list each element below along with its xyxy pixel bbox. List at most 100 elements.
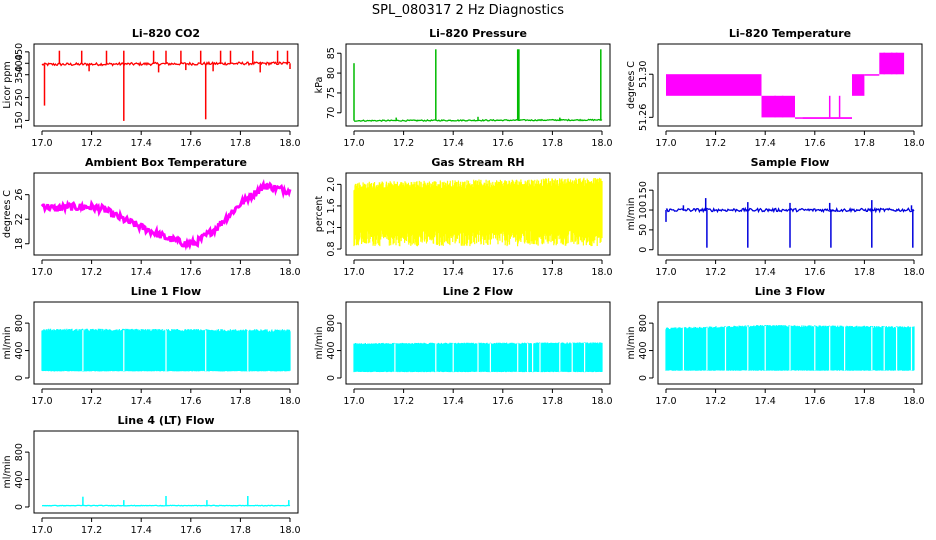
x-tick-label: 17.6 — [804, 396, 825, 407]
y-tick-label: 350 — [14, 66, 25, 84]
x-tick-label: 17.2 — [81, 267, 102, 278]
band-mark — [864, 74, 880, 76]
panel-title: Line 1 Flow — [131, 285, 201, 298]
y-tick-label: 450 — [14, 43, 25, 61]
x-tick-label: 17.6 — [492, 138, 513, 149]
y-axis-label: ml/min — [2, 455, 13, 488]
x-tick-label: 17.4 — [443, 396, 464, 407]
y-tick-label: 800 — [14, 314, 25, 332]
x-tick-label: 17.8 — [542, 396, 563, 407]
y-axis-label: ml/min — [314, 326, 325, 359]
y-axis-label: degrees C — [626, 61, 637, 109]
plot-frame — [345, 301, 611, 385]
x-tick-label: 17.6 — [180, 267, 201, 278]
x-axis: 17.0 17.2 17.4 17.6 17.8 18.0 — [31, 130, 301, 149]
y-tick-label: 22 — [14, 213, 25, 225]
x-tick-label: 17.8 — [854, 396, 875, 407]
x-tick-label: 17.8 — [230, 267, 251, 278]
x-tick-label: 17.4 — [131, 396, 152, 407]
panel-title: Line 3 Flow — [755, 285, 825, 298]
y-tick-label: 0 — [326, 375, 337, 381]
panel-title: Li–820 CO2 — [132, 27, 200, 40]
series-fill — [41, 328, 291, 372]
x-tick-label: 18.0 — [279, 267, 300, 278]
x-axis: 17.0 17.2 17.4 17.6 17.8 18.0 — [31, 388, 301, 407]
series-fill — [665, 325, 915, 371]
x-tick-label: 17.4 — [443, 267, 464, 278]
panel-title: Sample Flow — [751, 156, 830, 169]
x-tick-label: 17.0 — [343, 396, 364, 407]
y-tick-label: 0 — [638, 375, 649, 381]
plot-frame — [657, 301, 923, 385]
figure-title: SPL_080317 2 Hz Diagnostics — [372, 3, 564, 18]
data-series — [41, 496, 291, 507]
x-axis: 17.0 17.2 17.4 17.6 17.8 18.0 — [31, 517, 301, 536]
x-tick-label: 17.0 — [655, 267, 676, 278]
band-mark — [852, 74, 865, 96]
x-axis: 17.0 17.2 17.4 17.6 17.8 18.0 — [655, 259, 925, 278]
x-tick-label: 17.2 — [393, 138, 414, 149]
plot-frame — [345, 43, 611, 127]
data-series — [353, 49, 603, 123]
x-axis: 17.0 17.2 17.4 17.6 17.8 18.0 — [655, 130, 925, 149]
y-tick-label: 0 — [14, 504, 25, 510]
y-tick-label: 18 — [14, 238, 25, 250]
x-tick-label: 17.8 — [230, 138, 251, 149]
data-series — [353, 342, 603, 373]
panel-title: Line 2 Flow — [443, 285, 513, 298]
y-tick-label: 75 — [326, 87, 337, 99]
x-tick-label: 17.6 — [804, 138, 825, 149]
y-tick-label: 51.26 — [638, 104, 649, 131]
y-tick-label: 0.8 — [326, 241, 337, 256]
x-tick-label: 18.0 — [903, 396, 924, 407]
panel-title: Li–820 Temperature — [729, 27, 851, 40]
panel-title: Ambient Box Temperature — [85, 156, 247, 169]
panel-1: Li–820 CO2 17.0 17.2 17.4 17.6 17.8 18.0 150 250… — [2, 27, 301, 149]
x-tick-label: 17.8 — [542, 138, 563, 149]
x-tick-label: 17.2 — [705, 138, 726, 149]
y-axis: 51.26 51.30 — [638, 61, 654, 131]
y-axis: 70 75 80 85 — [326, 47, 342, 119]
x-tick-label: 17.2 — [393, 267, 414, 278]
x-tick-label: 17.0 — [31, 267, 52, 278]
panel-9: Line 3 Flow 17.0 17.2 17.4 17.6 17.8 18.0 0 400 8… — [626, 285, 925, 407]
x-tick-label: 17.2 — [705, 267, 726, 278]
panel-7: Line 1 Flow 17.0 17.2 17.4 17.6 17.8 18.0 0 400 8… — [2, 285, 301, 407]
plot-frame — [345, 172, 611, 256]
y-tick-label: 100 — [638, 201, 649, 219]
x-tick-label: 17.8 — [854, 267, 875, 278]
y-tick-label: 400 — [14, 341, 25, 359]
y-axis: 0 400 800 — [638, 314, 654, 381]
series-fill — [353, 342, 603, 373]
y-axis-label: ml/min — [626, 197, 637, 230]
y-axis-label: percent — [314, 196, 325, 233]
y-tick-label: 400 — [326, 341, 337, 359]
panel-8: Line 2 Flow 17.0 17.2 17.4 17.6 17.8 18.0 0 400 8… — [314, 285, 613, 407]
data-series — [41, 328, 291, 372]
x-tick-label: 17.0 — [31, 525, 52, 536]
panel-3: Li–820 Temperature 17.0 17.2 17.4 17.6 17.8 18… — [626, 27, 925, 149]
y-tick-label: 400 — [14, 470, 25, 488]
x-tick-label: 17.0 — [343, 267, 364, 278]
x-tick-label: 17.2 — [81, 396, 102, 407]
x-axis: 17.0 17.2 17.4 17.6 17.8 18.0 — [343, 388, 613, 407]
series-line — [40, 178, 292, 251]
y-axis: 18 22 26 — [14, 189, 30, 250]
x-tick-label: 17.4 — [755, 396, 776, 407]
x-tick-label: 17.0 — [655, 396, 676, 407]
x-tick-label: 17.4 — [755, 267, 776, 278]
plot-frame — [657, 172, 923, 256]
y-tick-label: 800 — [638, 314, 649, 332]
x-axis: 17.0 17.2 17.4 17.6 17.8 18.0 — [343, 130, 613, 149]
x-tick-label: 17.6 — [492, 267, 513, 278]
x-tick-label: 17.8 — [230, 396, 251, 407]
panel-5: Gas Stream RH 17.0 17.2 17.4 17.6 17.8 18.0 0.8… — [314, 156, 613, 278]
x-tick-label: 18.0 — [591, 267, 612, 278]
data-series — [41, 50, 291, 121]
panel-10: Line 4 (LT) Flow 17.0 17.2 17.4 17.6 17.8 18.0… — [2, 414, 301, 536]
band-mark — [795, 117, 803, 119]
band-mark — [761, 95, 795, 118]
band-mark — [666, 74, 762, 96]
x-tick-label: 17.6 — [180, 396, 201, 407]
